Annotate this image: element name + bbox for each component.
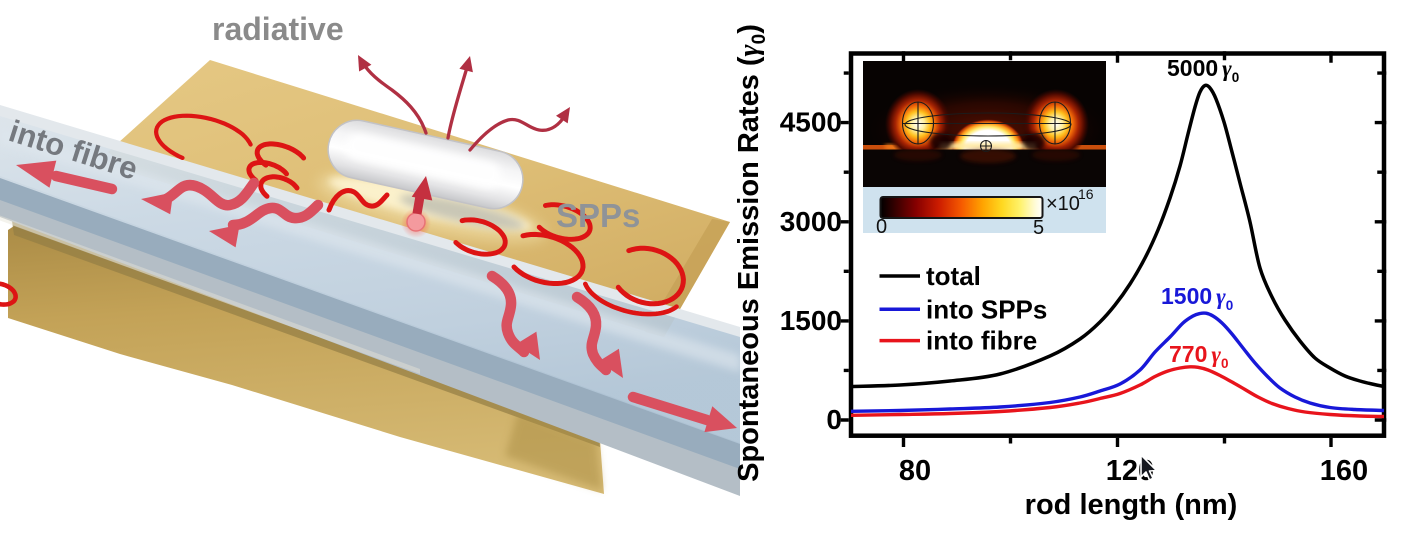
svg-text:80: 80 — [899, 455, 931, 487]
svg-text:radiative: radiative — [212, 11, 344, 47]
svg-text:1500: 1500 — [780, 305, 842, 336]
svg-text:SPPs: SPPs — [556, 197, 640, 234]
svg-text:into fibre: into fibre — [926, 326, 1037, 356]
svg-text:16: 16 — [1078, 186, 1094, 202]
svg-text:0: 0 — [876, 216, 887, 238]
svg-text:160: 160 — [1320, 455, 1368, 487]
svg-text:5: 5 — [1033, 217, 1044, 239]
svg-text:into SPPs: into SPPs — [926, 294, 1047, 324]
svg-text:Spontaneous Emission Rates (γ0: Spontaneous Emission Rates (γ0) — [733, 24, 770, 482]
svg-text:4500: 4500 — [780, 107, 842, 138]
svg-text:0: 0 — [826, 404, 842, 435]
svg-text:rod length (nm): rod length (nm) — [1025, 489, 1238, 521]
svg-text:3000: 3000 — [780, 206, 842, 237]
svg-text:×10: ×10 — [1046, 193, 1080, 215]
svg-text:total: total — [926, 261, 981, 291]
